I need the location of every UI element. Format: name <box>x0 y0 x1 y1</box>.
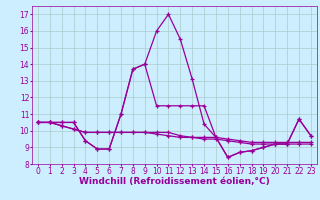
X-axis label: Windchill (Refroidissement éolien,°C): Windchill (Refroidissement éolien,°C) <box>79 177 270 186</box>
